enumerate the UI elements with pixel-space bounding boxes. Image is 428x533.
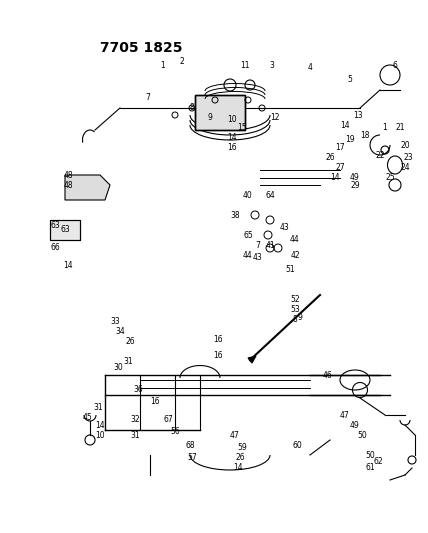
Text: 44: 44 [290,236,300,245]
Text: 7: 7 [256,240,260,249]
Text: 14: 14 [95,421,105,430]
Text: 9: 9 [297,313,303,322]
Text: 33: 33 [110,318,120,327]
Text: 30: 30 [113,364,123,373]
Text: 57: 57 [187,454,197,463]
Text: 32: 32 [130,416,140,424]
Text: 1: 1 [383,124,387,133]
Text: 31: 31 [93,403,103,413]
Text: 19: 19 [345,135,355,144]
Text: 47: 47 [340,410,350,419]
Text: 51: 51 [285,265,295,274]
Text: 16: 16 [150,398,160,407]
Bar [50,220,80,240]
Text: 67: 67 [163,416,173,424]
Text: 63: 63 [60,225,70,235]
Bar [195,95,245,130]
Text: 31: 31 [130,431,140,440]
Text: 10: 10 [95,431,105,440]
Polygon shape [248,356,256,363]
Text: 60: 60 [292,440,302,449]
Text: 26: 26 [235,454,245,463]
Text: 14: 14 [227,133,237,142]
Text: 22: 22 [375,150,385,159]
Text: 15: 15 [237,124,247,133]
Text: 41: 41 [265,240,275,249]
Text: 29: 29 [350,181,360,190]
Text: 50: 50 [365,450,375,459]
Text: 49: 49 [350,421,360,430]
Text: 48: 48 [63,171,73,180]
Text: 23: 23 [403,154,413,163]
Text: 1: 1 [160,61,165,69]
Text: 5: 5 [348,76,352,85]
Text: 16: 16 [213,351,223,359]
Text: 24: 24 [400,164,410,173]
Text: 46: 46 [323,370,333,379]
Text: 68: 68 [185,440,195,449]
Bar [195,95,245,130]
Text: 61: 61 [365,464,375,472]
Text: 7705 1825: 7705 1825 [100,41,182,55]
Text: 43: 43 [253,254,263,262]
Text: 50: 50 [357,431,367,440]
Text: 40: 40 [243,190,253,199]
Text: 20: 20 [400,141,410,149]
Text: 4: 4 [308,63,312,72]
Text: 14: 14 [330,174,340,182]
Text: 65: 65 [243,230,253,239]
Text: 56: 56 [170,427,180,437]
Text: 9: 9 [208,114,212,123]
Text: 13: 13 [353,110,363,119]
Text: 43: 43 [280,223,290,232]
Text: 11: 11 [240,61,250,69]
Text: 63: 63 [50,221,60,230]
Text: 8: 8 [190,103,194,112]
Bar [50,220,80,240]
Text: 47: 47 [230,431,240,440]
Polygon shape [65,175,110,200]
Text: 18: 18 [360,131,370,140]
Text: 14: 14 [340,120,350,130]
Text: 42: 42 [290,251,300,260]
Text: 38: 38 [230,211,240,220]
Text: 31: 31 [123,358,133,367]
Text: 6: 6 [392,61,398,69]
Text: 49: 49 [350,174,360,182]
Text: 16: 16 [227,143,237,152]
Text: 3: 3 [270,61,274,69]
Text: 2: 2 [180,58,184,67]
Text: 59: 59 [237,443,247,453]
Text: 52: 52 [290,295,300,304]
Text: 8: 8 [293,316,297,325]
Text: 34: 34 [115,327,125,336]
Text: 62: 62 [373,457,383,466]
Text: 26: 26 [125,337,135,346]
Text: 44: 44 [243,251,253,260]
Text: 7: 7 [146,93,150,102]
Text: 66: 66 [50,244,60,253]
Text: 53: 53 [290,305,300,314]
Text: 36: 36 [133,385,143,394]
Text: 10: 10 [227,116,237,125]
Text: 45: 45 [83,414,93,423]
Text: 14: 14 [233,464,243,472]
Text: 14: 14 [63,261,73,270]
Text: 64: 64 [265,190,275,199]
Text: 21: 21 [395,124,405,133]
Text: 27: 27 [335,164,345,173]
Text: 25: 25 [385,174,395,182]
Text: 48: 48 [63,181,73,190]
Text: 12: 12 [270,114,280,123]
Text: 16: 16 [213,335,223,344]
Text: 26: 26 [325,154,335,163]
Text: 17: 17 [335,143,345,152]
